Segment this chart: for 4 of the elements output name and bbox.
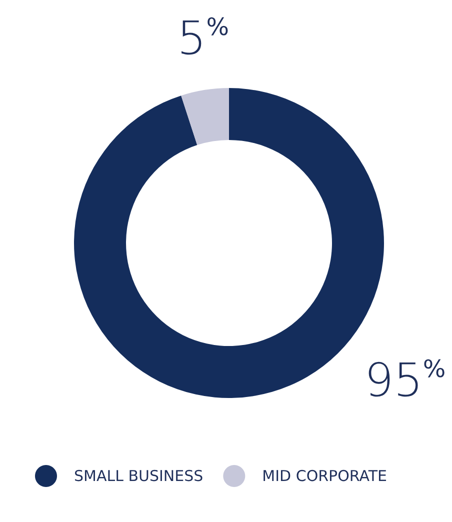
- data-label: 95%: [364, 353, 446, 407]
- legend-label: MID CORPORATE: [262, 467, 387, 485]
- data-label: 5%: [176, 11, 230, 65]
- legend-label: SMALL BUSINESS: [74, 467, 204, 485]
